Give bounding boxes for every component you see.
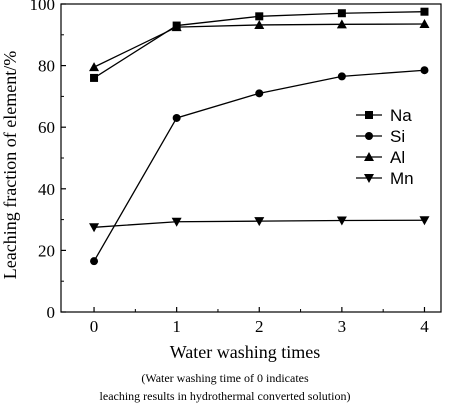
legend-label: Mn <box>390 169 414 188</box>
legend-marker <box>365 132 373 140</box>
y-tick-label: 0 <box>47 303 56 322</box>
legend-label: Si <box>390 127 405 146</box>
data-point-si <box>90 257 99 266</box>
data-point-mn <box>419 216 430 226</box>
legend-marker <box>365 111 373 119</box>
data-point-si <box>172 113 181 122</box>
series-line-si <box>93 69 425 262</box>
data-point-na <box>255 12 264 21</box>
data-point-mn <box>89 223 100 233</box>
x-axis: 0 1 2 3 4 <box>90 307 429 336</box>
x-axis-label: Water washing times <box>170 342 321 362</box>
y-tick-label: 100 <box>30 0 56 14</box>
y-tick-label: 20 <box>38 241 55 260</box>
legend: Na Si Al Mn <box>356 106 414 188</box>
data-point-al <box>171 22 182 32</box>
plot-border <box>60 3 442 313</box>
data-point-mn <box>254 217 265 227</box>
data-point-al <box>419 19 430 29</box>
data-point-na <box>90 73 99 82</box>
y-tick-label: 60 <box>38 118 55 137</box>
series-si <box>90 66 429 266</box>
data-point-si <box>337 72 346 81</box>
legend-entry-si: Si <box>356 127 405 146</box>
series-mn <box>89 216 430 233</box>
data-point-al <box>89 62 100 72</box>
data-point-al <box>254 19 265 29</box>
x-tick-label: 1 <box>172 317 181 336</box>
series-line-al <box>93 23 425 68</box>
plot-area <box>60 3 442 313</box>
caption-line-2: leaching results in hydrothermal convert… <box>99 389 351 403</box>
data-point-na <box>420 7 429 16</box>
y-tick-label: 40 <box>38 180 55 199</box>
x-tick-label: 2 <box>255 317 264 336</box>
data-point-mn <box>336 216 347 226</box>
legend-label: Na <box>390 106 412 125</box>
legend-marker <box>364 152 374 161</box>
data-point-al <box>336 19 347 29</box>
y-tick-label: 80 <box>38 57 55 76</box>
legend-entry-na: Na <box>356 106 412 125</box>
caption-line-1: (Water washing time of 0 indicates <box>141 371 309 385</box>
x-tick-label: 4 <box>420 317 429 336</box>
legend-entry-al: Al <box>356 148 405 167</box>
x-tick-label: 0 <box>90 317 99 336</box>
data-point-mn <box>171 217 182 227</box>
series-al <box>89 19 430 72</box>
data-point-si <box>255 89 264 98</box>
y-axis: 0 20 40 60 80 100 <box>30 0 66 322</box>
y-axis-label: Leaching fraction of element/% <box>0 51 20 279</box>
series-layer <box>89 7 430 266</box>
data-point-na <box>337 9 346 18</box>
legend-marker <box>364 174 374 183</box>
data-point-si <box>420 66 429 75</box>
x-tick-label: 3 <box>338 317 347 336</box>
legend-label: Al <box>390 148 405 167</box>
legend-entry-mn: Mn <box>356 169 414 188</box>
